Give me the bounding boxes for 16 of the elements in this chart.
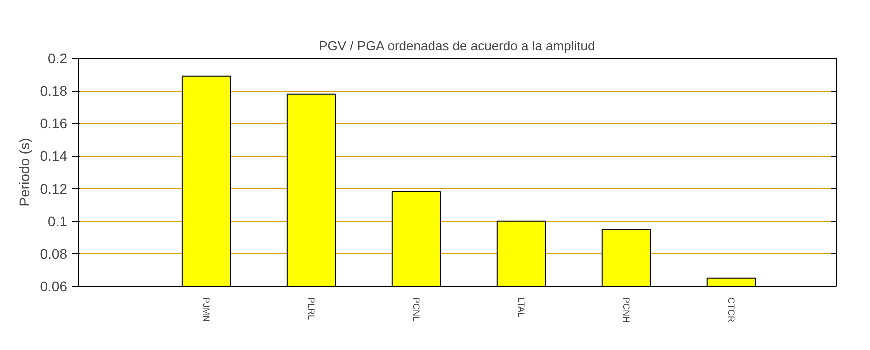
chart-title: PGV / PGA ordenadas de acuerdo a la amplitud [319,38,596,54]
x-tick-label: CTCR [726,298,737,323]
x-tick-label: PCNL [412,298,422,322]
y-tick-label: 0.2 [48,50,68,66]
y-axis-title: Periodo (s) [16,138,32,207]
y-tick-label: 0.14 [40,148,68,164]
x-tick-label: PCNH [622,298,632,324]
y-tick-label: 0.1 [48,213,68,230]
x-tick-label: PLRL [306,298,317,320]
y-tick-label: 0.08 [40,246,68,262]
y-tick-label: 0.06 [40,278,68,294]
y-tick-label: 0.18 [40,83,68,100]
y-tick-label: 0.12 [40,180,68,197]
y-tick-label: 0.16 [40,116,68,132]
x-tick-label: PJMN [202,298,212,322]
x-tick-label: LTAL [516,298,527,318]
